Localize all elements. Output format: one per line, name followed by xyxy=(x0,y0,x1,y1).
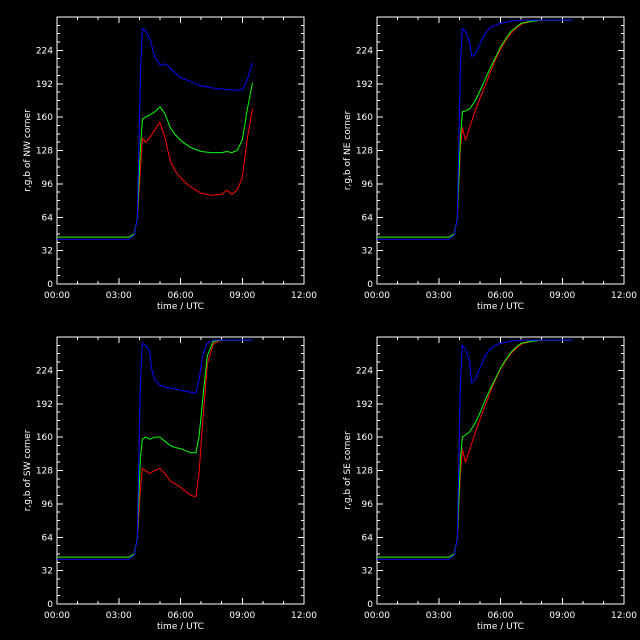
x-tick-label: 06:00 xyxy=(168,611,194,621)
chart-panel-3: 0 32 64 96 128 160 192 224 00:00 03:00 06:00 09:00 1… xyxy=(23,336,317,632)
x-tick-label: 00:00 xyxy=(364,611,390,621)
y-tick-label: 32 xyxy=(42,567,53,577)
series-line-2 xyxy=(57,339,253,558)
y-tick-label: 32 xyxy=(362,247,373,257)
y-tick-label: 128 xyxy=(356,147,373,157)
series-line-2 xyxy=(377,339,573,558)
x-tick-label: 00:00 xyxy=(44,291,70,301)
y-tick-label: 192 xyxy=(36,400,53,410)
y-tick-label: 192 xyxy=(36,80,53,90)
y-tick-label: 224 xyxy=(36,366,53,376)
y-tick-label: 128 xyxy=(356,467,373,477)
x-axis-label: time / UTC xyxy=(477,302,524,312)
x-axis-label: time / UTC xyxy=(157,302,204,312)
y-tick-label: 64 xyxy=(362,533,374,543)
x-tick-label: 09:00 xyxy=(229,291,255,301)
x-tick-label: 12:00 xyxy=(291,291,317,301)
x-tick-label: 09:00 xyxy=(229,611,255,621)
x-tick-label: 06:00 xyxy=(488,291,514,301)
x-tick-label: 06:00 xyxy=(168,291,194,301)
series-line-3 xyxy=(377,339,573,560)
y-tick-label: 0 xyxy=(367,600,373,610)
x-tick-label: 09:00 xyxy=(549,611,575,621)
series-line-2 xyxy=(57,82,253,238)
x-tick-label: 06:00 xyxy=(488,611,514,621)
series-line-2 xyxy=(377,19,573,238)
y-tick-label: 96 xyxy=(42,500,54,510)
x-tick-label: 12:00 xyxy=(611,291,637,301)
y-tick-label: 0 xyxy=(47,280,53,290)
series-line-3 xyxy=(57,28,253,240)
chart-panel-2: 0 32 64 96 128 160 192 224 00:00 03:00 06:00 09:00 1… xyxy=(343,16,637,312)
y-tick-label: 96 xyxy=(362,180,374,190)
y-tick-label: 0 xyxy=(367,280,373,290)
x-axis-label: time / UTC xyxy=(157,622,204,632)
y-tick-label: 224 xyxy=(356,366,373,376)
x-tick-label: 03:00 xyxy=(426,611,452,621)
series-line-3 xyxy=(57,339,253,560)
y-tick-label: 32 xyxy=(42,247,53,257)
y-tick-label: 192 xyxy=(356,80,373,90)
y-tick-label: 160 xyxy=(356,113,373,123)
x-tick-label: 03:00 xyxy=(106,291,132,301)
series-line-1 xyxy=(57,108,253,238)
y-tick-label: 160 xyxy=(36,113,53,123)
x-axis-label: time / UTC xyxy=(477,622,524,632)
x-tick-label: 03:00 xyxy=(426,291,452,301)
y-tick-label: 128 xyxy=(36,467,53,477)
y-tick-label: 64 xyxy=(42,213,54,223)
y-tick-label: 128 xyxy=(36,147,53,157)
y-axis-label: r,g,b of SW corner xyxy=(23,429,33,511)
y-tick-label: 224 xyxy=(356,46,373,56)
y-axis-label: r,g,b of NW corner xyxy=(23,109,33,192)
y-tick-label: 160 xyxy=(36,433,53,443)
y-tick-label: 64 xyxy=(42,533,54,543)
series-line-3 xyxy=(377,19,573,240)
x-tick-label: 03:00 xyxy=(106,611,132,621)
x-tick-label: 12:00 xyxy=(291,611,317,621)
y-tick-label: 160 xyxy=(356,433,373,443)
chart-panel-1: 0 32 64 96 128 160 192 224 00:00 03:00 06:00 09:00 1… xyxy=(23,16,317,312)
y-tick-label: 96 xyxy=(362,500,374,510)
series-line-1 xyxy=(57,339,253,558)
y-tick-label: 32 xyxy=(362,567,373,577)
y-tick-label: 224 xyxy=(36,46,53,56)
x-tick-label: 12:00 xyxy=(611,611,637,621)
y-axis-label: r,g,b of SE corner xyxy=(343,431,353,510)
x-tick-label: 09:00 xyxy=(549,291,575,301)
chart-panel-4: 0 32 64 96 128 160 192 224 00:00 03:00 06:00 09:00 1… xyxy=(343,336,637,632)
x-tick-label: 00:00 xyxy=(364,291,390,301)
y-tick-label: 192 xyxy=(356,400,373,410)
x-tick-label: 00:00 xyxy=(44,611,70,621)
y-tick-label: 0 xyxy=(47,600,53,610)
y-axis-label: r,g,b of NE corner xyxy=(343,110,353,190)
y-tick-label: 96 xyxy=(42,180,54,190)
y-tick-label: 64 xyxy=(362,213,374,223)
